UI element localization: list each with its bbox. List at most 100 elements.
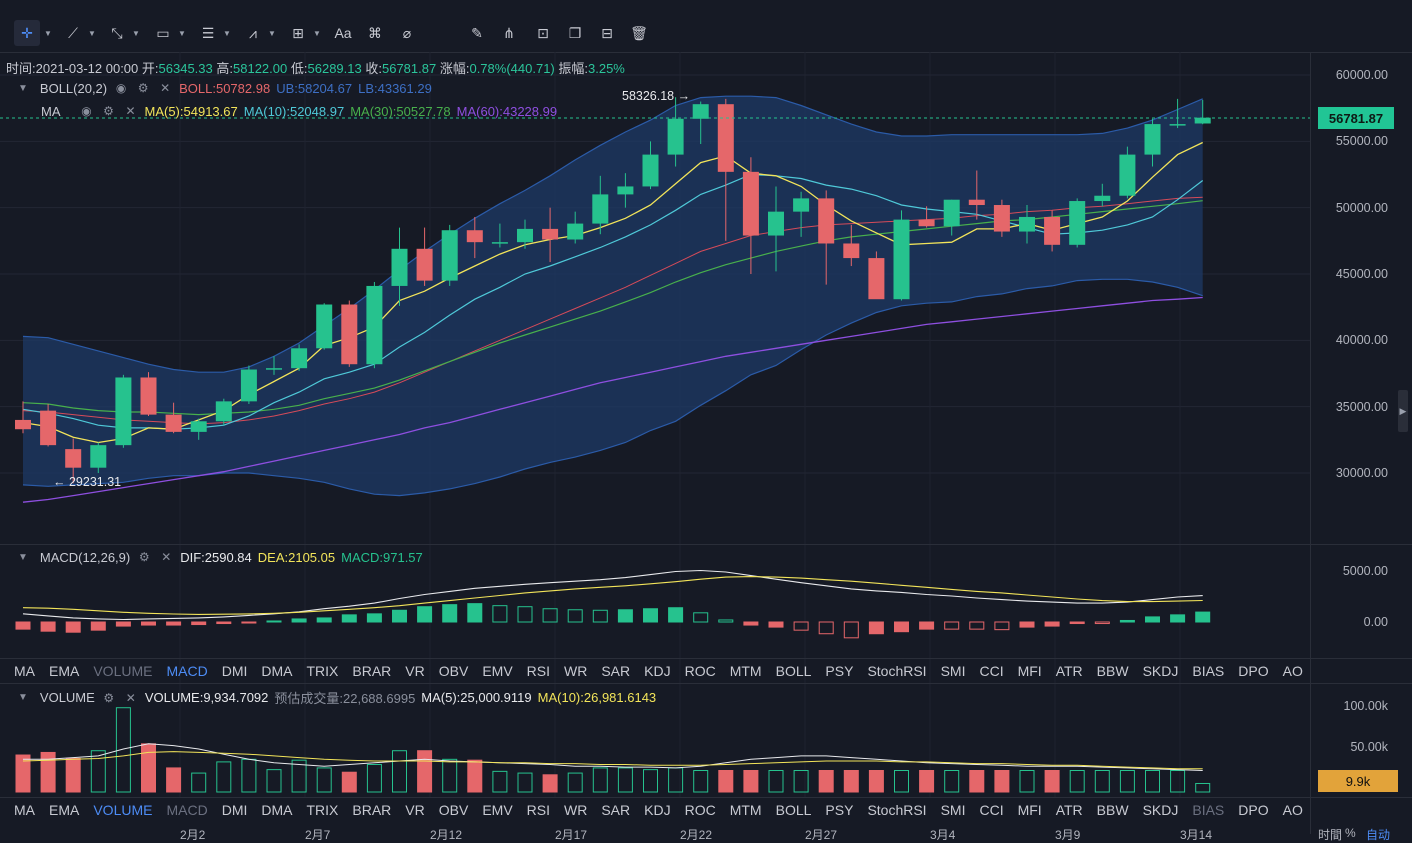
fib-icon[interactable]: ⤡ [111, 24, 123, 41]
macd-axis[interactable]: 5000.00 0.00 [1342, 564, 1388, 629]
tab-stochrsi[interactable]: StochRSI [867, 802, 927, 818]
tab-skdj[interactable]: SKDJ [1142, 802, 1179, 818]
tab-rsi[interactable]: RSI [526, 663, 551, 679]
tab-wr[interactable]: WR [564, 802, 588, 818]
ma-indicator-name[interactable]: MA [41, 103, 61, 119]
tab-sar[interactable]: SAR [601, 802, 631, 818]
tab-bias[interactable]: BIAS [1192, 802, 1225, 818]
pane-divider[interactable] [0, 683, 1412, 684]
settings-icon[interactable]: ⚙ [137, 81, 149, 95]
tab-dmi[interactable]: DMI [221, 802, 248, 818]
tab-trix[interactable]: TRIX [306, 802, 339, 818]
tab-smi[interactable]: SMI [940, 802, 966, 818]
chevron-down-icon[interactable]: ▼ [268, 29, 276, 38]
tab-ao[interactable]: AO [1282, 663, 1303, 679]
chevron-down-icon[interactable]: ▼ [18, 551, 28, 563]
tab-emv[interactable]: EMV [482, 663, 513, 679]
trash-icon[interactable]: 🗑 [630, 24, 648, 41]
price-axis[interactable]: 60000.00 55000.00 50000.00 45000.00 4000… [1335, 68, 1388, 480]
percent-toggle[interactable]: % [1345, 826, 1356, 840]
lock-icon[interactable]: ⊡ [537, 24, 549, 41]
tab-sar[interactable]: SAR [601, 663, 631, 679]
pitchfork-icon[interactable]: ☰ [201, 24, 215, 41]
tab-cci[interactable]: CCI [979, 802, 1004, 818]
tab-kdj[interactable]: KDJ [644, 802, 671, 818]
tab-ma[interactable]: MA [14, 663, 35, 679]
collapse-handle[interactable]: ▶ [1398, 390, 1408, 432]
eye-icon[interactable]: ◉ [81, 104, 92, 118]
tab-volume[interactable]: VOLUME [93, 663, 153, 679]
tab-psy[interactable]: PSY [825, 802, 854, 818]
ruler-icon[interactable]: ⋔ [503, 24, 515, 41]
tab-dmi[interactable]: DMI [221, 663, 248, 679]
close-icon[interactable]: ✕ [125, 104, 136, 118]
time-toggle[interactable]: 时間 [1318, 828, 1343, 842]
tab-cci[interactable]: CCI [979, 663, 1004, 679]
tab-ma[interactable]: MA [14, 802, 35, 818]
tab-dpo[interactable]: DPO [1238, 663, 1269, 679]
rectangle-icon[interactable]: ▭ [156, 24, 170, 41]
wave-icon[interactable]: ⩘ [249, 24, 257, 41]
tab-vr[interactable]: VR [405, 802, 425, 818]
chevron-down-icon[interactable]: ▼ [44, 29, 52, 38]
tab-macd[interactable]: MACD [166, 802, 208, 818]
copy-icon[interactable]: ❐ [568, 24, 582, 41]
tab-atr[interactable]: ATR [1055, 802, 1083, 818]
tab-rsi[interactable]: RSI [526, 802, 551, 818]
tab-macd[interactable]: MACD [166, 663, 208, 679]
measure-icon[interactable]: ⊞ [292, 24, 304, 41]
volume-axis[interactable]: 100.00k 50.00k [1343, 699, 1388, 754]
tab-mtm[interactable]: MTM [729, 663, 762, 679]
tab-psy[interactable]: PSY [825, 663, 854, 679]
settings-icon[interactable]: ⚙ [103, 690, 115, 705]
eraser-icon[interactable]: ⌀ [402, 24, 412, 41]
template-icon[interactable]: ⊟ [601, 24, 613, 41]
tab-atr[interactable]: ATR [1055, 663, 1083, 679]
tab-brar[interactable]: BRAR [352, 802, 392, 818]
pane-divider[interactable] [0, 544, 1412, 545]
tab-ao[interactable]: AO [1282, 802, 1303, 818]
tab-obv[interactable]: OBV [438, 663, 469, 679]
trend-line-icon[interactable]: ⟋ [68, 24, 78, 41]
chevron-down-icon[interactable]: ▼ [18, 692, 28, 703]
settings-icon[interactable]: ⚙ [103, 104, 114, 118]
tab-bias[interactable]: BIAS [1192, 663, 1225, 679]
tab-ema[interactable]: EMA [49, 663, 80, 679]
tab-obv[interactable]: OBV [438, 802, 469, 818]
brush-icon[interactable]: ✎ [471, 24, 483, 41]
chevron-down-icon[interactable]: ▼ [313, 29, 321, 38]
settings-icon[interactable]: ⚙ [138, 550, 150, 564]
tab-trix[interactable]: TRIX [306, 663, 339, 679]
macd-indicator-name[interactable]: MACD(12,26,9) [39, 549, 131, 565]
tab-stochrsi[interactable]: StochRSI [867, 663, 927, 679]
tab-kdj[interactable]: KDJ [644, 663, 671, 679]
tab-bbw[interactable]: BBW [1096, 802, 1129, 818]
boll-indicator-name[interactable]: BOLL(20,2) [39, 80, 108, 96]
tab-bbw[interactable]: BBW [1096, 663, 1129, 679]
crosshair-icon[interactable]: ✛ [14, 20, 40, 46]
tab-mtm[interactable]: MTM [729, 802, 762, 818]
close-icon[interactable]: ✕ [125, 690, 136, 705]
chevron-down-icon[interactable]: ▼ [132, 29, 140, 38]
tab-volume[interactable]: VOLUME [93, 802, 153, 818]
tab-dma[interactable]: DMA [261, 663, 293, 679]
close-icon[interactable]: ✕ [160, 81, 171, 95]
close-icon[interactable]: ✕ [161, 550, 172, 564]
tab-mfi[interactable]: MFI [1017, 663, 1042, 679]
tab-mfi[interactable]: MFI [1017, 802, 1042, 818]
text-icon[interactable]: Aa [334, 25, 352, 41]
tab-vr[interactable]: VR [405, 663, 425, 679]
tab-dma[interactable]: DMA [261, 802, 293, 818]
tab-dpo[interactable]: DPO [1238, 802, 1269, 818]
tab-roc[interactable]: ROC [684, 663, 716, 679]
chevron-down-icon[interactable]: ▼ [18, 82, 28, 94]
tab-skdj[interactable]: SKDJ [1142, 663, 1179, 679]
tab-wr[interactable]: WR [564, 663, 588, 679]
pattern-icon[interactable]: ⌘ [368, 24, 382, 41]
tab-boll[interactable]: BOLL [775, 663, 812, 679]
tab-smi[interactable]: SMI [940, 663, 966, 679]
chevron-down-icon[interactable]: ▼ [88, 29, 96, 38]
auto-toggle[interactable]: 自动 [1366, 828, 1391, 842]
eye-icon[interactable]: ◉ [115, 81, 127, 95]
